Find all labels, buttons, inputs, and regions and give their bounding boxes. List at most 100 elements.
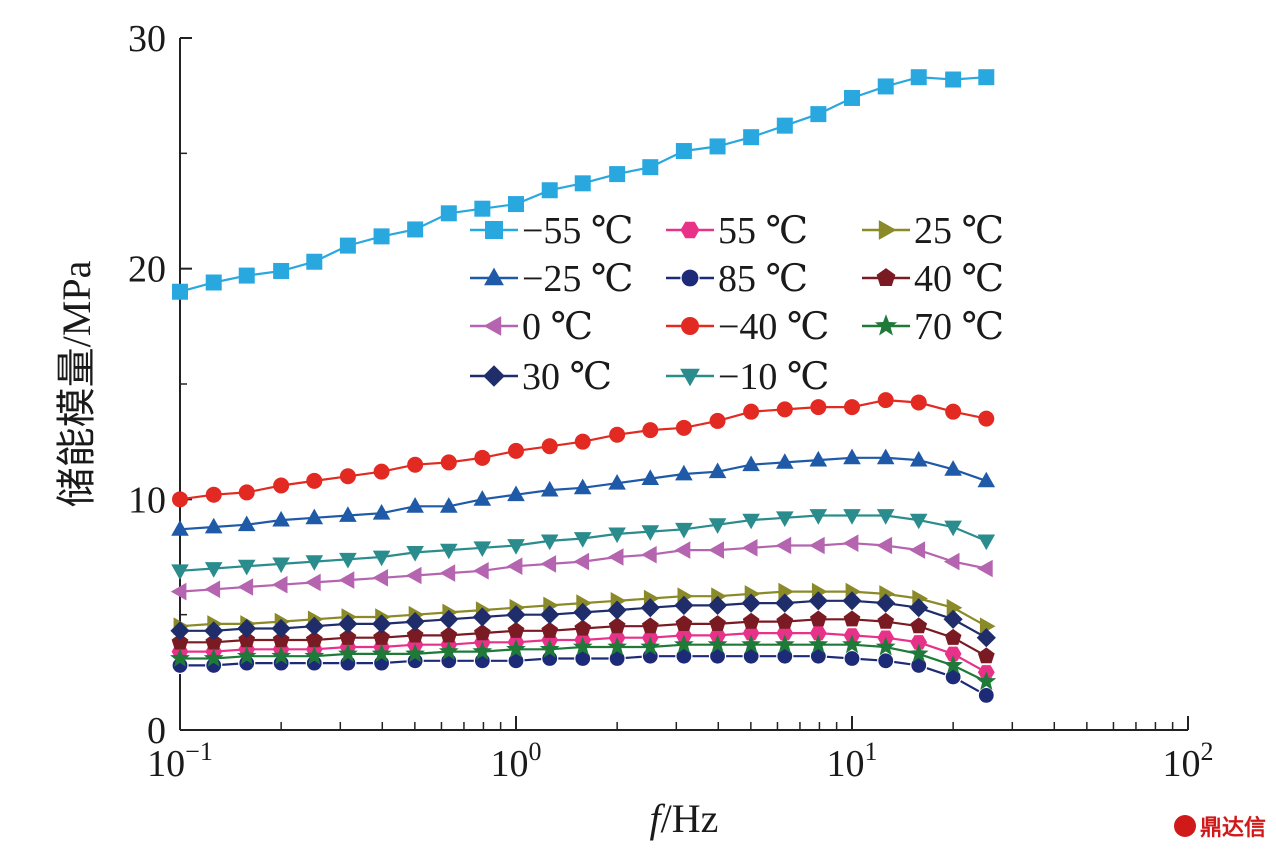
legend-marker — [680, 268, 700, 288]
data-point — [608, 649, 626, 668]
data-point — [707, 634, 728, 654]
legend-label: 25 ℃ — [914, 210, 1004, 252]
data-point — [675, 143, 692, 160]
data-point — [573, 552, 590, 571]
data-point — [440, 626, 458, 643]
legend-label: 85 ℃ — [718, 258, 808, 300]
data-point — [371, 643, 392, 663]
x-axis-label: f/Hz — [650, 796, 719, 841]
data-point — [574, 433, 591, 450]
x-tick-label: 102 — [1163, 737, 1214, 785]
data-point — [642, 422, 659, 439]
y-axis-label: 储能模量/MPa — [54, 260, 99, 507]
series-0 — [172, 69, 995, 300]
data-point — [373, 628, 390, 645]
data-point — [976, 671, 997, 690]
data-point — [573, 478, 592, 495]
data-point — [170, 648, 190, 667]
legend-item: −55 ℃ — [470, 210, 633, 252]
data-point — [944, 520, 962, 537]
data-point — [540, 605, 560, 625]
series-7 — [172, 392, 995, 508]
data-point — [978, 410, 995, 427]
watermark: 鼎达信 — [1173, 810, 1266, 842]
data-point — [977, 534, 996, 551]
data-point — [338, 643, 358, 663]
legend-marker — [878, 220, 897, 240]
data-point — [910, 617, 928, 634]
watermark-text: 鼎达信 — [1199, 816, 1266, 841]
data-point — [271, 618, 291, 639]
data-point — [438, 641, 459, 660]
data-point — [306, 253, 323, 270]
data-point — [406, 626, 424, 643]
data-point — [741, 593, 761, 613]
legend-label: −25 ℃ — [522, 258, 633, 300]
data-point — [405, 566, 422, 585]
legend-marker — [681, 317, 699, 335]
data-point — [607, 636, 627, 656]
data-point — [977, 559, 993, 578]
data-point — [776, 401, 793, 418]
data-point — [574, 175, 591, 192]
data-point — [573, 602, 593, 622]
legend-item: −40 ℃ — [666, 306, 829, 348]
data-point — [741, 539, 758, 557]
data-point — [407, 456, 424, 473]
data-point — [708, 647, 727, 665]
data-point — [304, 616, 324, 636]
data-point — [809, 625, 827, 641]
data-point — [573, 532, 592, 548]
data-point — [675, 647, 693, 665]
data-point — [641, 617, 659, 634]
data-point — [338, 614, 358, 634]
data-point — [944, 460, 962, 476]
data-point — [775, 536, 792, 555]
data-point — [774, 634, 795, 654]
data-point — [978, 69, 995, 86]
data-point — [305, 555, 324, 571]
data-point — [372, 550, 391, 567]
data-point — [742, 612, 760, 629]
data-point — [508, 442, 524, 459]
data-point — [607, 548, 624, 566]
legend: −55 ℃ 55 ℃ 25 ℃ −25 ℃ 85 ℃ 40 ℃ 0 ℃ −40 ℃ 70 ℃ 30… — [470, 210, 1004, 398]
data-point — [608, 527, 626, 544]
data-point — [205, 486, 222, 503]
data-point — [339, 628, 357, 645]
data-point — [842, 591, 862, 611]
legend-item: −10 ℃ — [666, 356, 829, 398]
data-point — [472, 641, 493, 660]
data-point — [809, 647, 827, 665]
data-point — [742, 647, 760, 665]
legend-marker — [483, 316, 502, 336]
data-point — [608, 474, 626, 490]
data-point — [709, 138, 726, 155]
data-point — [910, 69, 927, 86]
data-point — [539, 638, 560, 658]
data-point — [238, 631, 256, 648]
legend-item: 25 ℃ — [862, 210, 1004, 252]
data-point — [405, 643, 425, 663]
data-point — [205, 633, 223, 650]
data-point — [708, 541, 724, 559]
data-point — [237, 618, 257, 639]
data-point — [440, 497, 458, 513]
data-point — [742, 513, 760, 530]
data-point — [641, 469, 660, 485]
data-point — [809, 509, 828, 525]
legend-marker — [484, 267, 504, 286]
data-point — [944, 646, 962, 662]
data-point — [204, 562, 223, 578]
x-tick-label: 100 — [491, 737, 542, 785]
legend-item: 55 ℃ — [666, 210, 808, 252]
data-point — [743, 129, 760, 146]
data-point — [976, 628, 996, 648]
data-point — [204, 517, 223, 534]
legend-label: 70 ℃ — [914, 306, 1004, 348]
data-point — [909, 541, 926, 559]
legend-item: 40 ℃ — [862, 258, 1004, 300]
x-tick-label: 10−1 — [147, 737, 213, 785]
data-point — [809, 536, 825, 555]
data-point — [237, 559, 256, 576]
